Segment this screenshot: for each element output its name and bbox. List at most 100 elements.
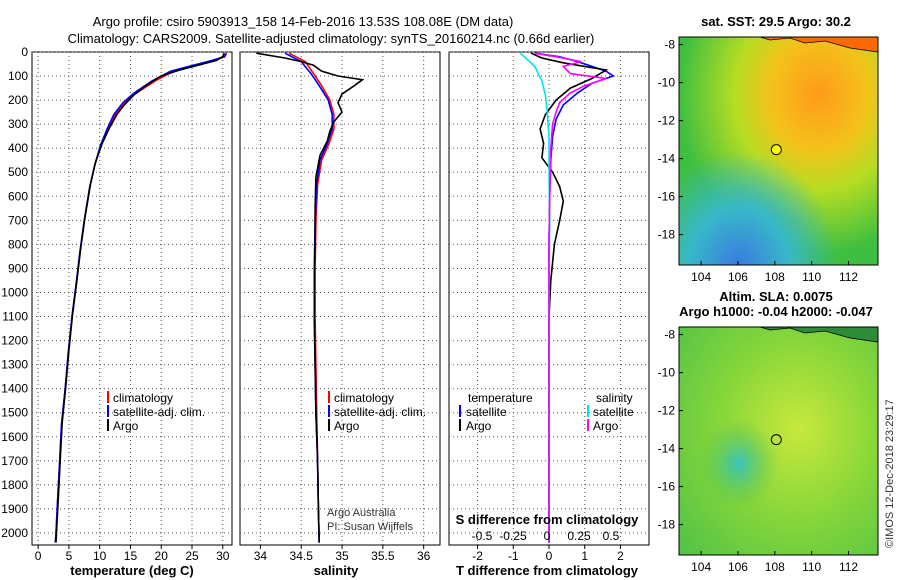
legend-difference: temperature salinity satellite Argo sate… [459, 391, 634, 433]
sal-diff-tick-label: -0.5 [472, 529, 493, 543]
panel-temperature-frame [31, 51, 233, 546]
xtick-label: 34.5 [290, 549, 314, 563]
map-lat-label: -18 [658, 228, 676, 242]
ytick-label: 1300 [1, 358, 28, 372]
map-lon-label: 110 [802, 270, 821, 284]
series-line-climatology [54, 52, 226, 543]
legend-diff-temp-sat-label: satellite [466, 405, 507, 419]
map-sla-cyan-eddy [679, 327, 878, 555]
series-line-argo [55, 52, 225, 543]
ytick-label: 1900 [1, 502, 28, 516]
legend-diff-sal-header: salinity [596, 391, 633, 405]
map-lon-label: 104 [691, 560, 711, 574]
map-lat-label: -16 [658, 190, 676, 204]
ytick-label: 1000 [1, 285, 28, 299]
label-s-difference: S difference from climatology [456, 512, 640, 527]
series-line-argo [256, 52, 365, 543]
sal-diff-tick-label: 0.5 [603, 529, 620, 543]
xlabel-t-difference: T difference from climatology [456, 563, 639, 578]
watermark: ©IMOS 12-Dec-2018 23:29:17 [884, 399, 896, 548]
map-lon-label: 106 [728, 270, 748, 284]
xtick-label: 35.5 [371, 549, 395, 563]
map-lon-label: 108 [765, 270, 785, 284]
legend-diff-temp-header: temperature [468, 391, 533, 405]
map-sla: Altim. SLA: 0.0075 Argo h1000: -0.04 h20… [658, 289, 879, 574]
ytick-label: 1200 [1, 334, 28, 348]
map-lat-label: -14 [658, 152, 676, 166]
map-lat-label: -8 [664, 38, 675, 52]
map-lat-label: -14 [658, 442, 676, 456]
legend-salinity: climatology satellite-adj. clim. Argo [328, 391, 426, 433]
ytick-label: 1400 [1, 382, 28, 396]
series-line-satellite-adj-clim- [54, 52, 228, 543]
legend-diff-sal-sat-label: satellite [593, 405, 634, 419]
xlabel-temperature: temperature (deg C) [70, 563, 194, 578]
xtick-label: 30 [216, 549, 230, 563]
map-lat-label: -18 [658, 518, 676, 532]
ytick-label: 100 [8, 69, 28, 83]
credit-line1: Argo Australia [327, 507, 396, 519]
legend-diff-temp-argo-label: Argo [466, 419, 492, 433]
xlabel-salinity: salinity [314, 563, 360, 578]
xtick-label: 35 [335, 549, 349, 563]
ytick-label: 500 [8, 165, 28, 179]
map-lat-label: -12 [658, 404, 676, 418]
legend-sal-argo-label: Argo [334, 419, 360, 433]
xtick-label: 5 [66, 549, 73, 563]
ytick-label: 200 [8, 93, 28, 107]
series-line-salinity-argo [534, 52, 607, 543]
xtick-label: 10 [93, 549, 107, 563]
map-lon-label: 108 [765, 560, 785, 574]
map-sst: sat. SST: 29.5 Argo: 30.2 [658, 14, 879, 284]
ytick-label: 0 [21, 45, 28, 59]
legend-sal-sat-label: satellite-adj. clim. [334, 405, 426, 419]
xtick-label: 2 [617, 549, 624, 563]
series-line-climatology [288, 52, 335, 543]
ytick-label: 2000 [1, 526, 28, 540]
map-lat-label: -8 [664, 328, 675, 342]
panel-difference: -2 -1 0 1 2 T difference from climatology S … [448, 51, 650, 578]
ytick-label: 600 [8, 189, 28, 203]
map-lon-label: 110 [802, 560, 821, 574]
xtick-label: 0 [546, 549, 553, 563]
map-sst-frame [678, 36, 879, 266]
title-line2: Climatology: CARS2009. Satellite-adjuste… [68, 31, 595, 46]
legend-diff-sal-argo-label: Argo [593, 419, 619, 433]
map-lon-label: 106 [728, 560, 748, 574]
sal-diff-tick-label: -0.25 [499, 529, 527, 543]
xtick-label: 25 [185, 549, 199, 563]
xtick-label: 15 [124, 549, 138, 563]
xtick-label: -2 [472, 549, 483, 563]
legend-temp-clim-label: climatology [113, 391, 173, 405]
map-lon-label: 112 [839, 270, 858, 284]
ytick-label: 700 [8, 213, 28, 227]
map-lon-label: 112 [839, 560, 858, 574]
map-sla-title2: Argo h1000: -0.04 h2000: -0.047 [679, 304, 873, 319]
series-line-temperature-satellite [534, 52, 616, 543]
title-line1: Argo profile: csiro 5903913_158 14-Feb-2… [93, 14, 514, 29]
ytick-label: 900 [8, 261, 28, 275]
ytick-label: 800 [8, 237, 28, 251]
credit-line2: PI: Susan Wijffels [327, 521, 413, 533]
legend-temp-sat-label: satellite-adj. clim. [113, 405, 205, 419]
panel-salinity-frame [239, 51, 441, 546]
ytick-label: 1700 [1, 454, 28, 468]
xtick-label: -1 [508, 549, 519, 563]
sal-diff-tick-label: 0 [544, 529, 551, 543]
ytick-label: 1800 [1, 478, 28, 492]
map-lon-label: 104 [691, 270, 711, 284]
panel-temperature: 0100200300400500600700800900100011001200… [1, 45, 233, 578]
map-sla-float-marker [770, 434, 782, 446]
map-lat-label: -12 [658, 114, 676, 128]
legend-sal-clim-label: climatology [334, 391, 394, 405]
series-line-temperature-argo [530, 52, 609, 543]
sal-diff-tick-label: 0.25 [567, 529, 591, 543]
map-sst-title: sat. SST: 29.5 Argo: 30.2 [701, 14, 851, 29]
map-lat-label: -10 [658, 366, 676, 380]
series-line-salinity-satellite [519, 52, 551, 543]
legend-temp-argo-label: Argo [113, 419, 139, 433]
ytick-label: 1600 [1, 430, 28, 444]
map-sla-title1: Altim. SLA: 0.0075 [719, 289, 832, 304]
panel-salinity: 34 34.5 35 35.5 36 salinity climatology sate… [239, 51, 441, 578]
